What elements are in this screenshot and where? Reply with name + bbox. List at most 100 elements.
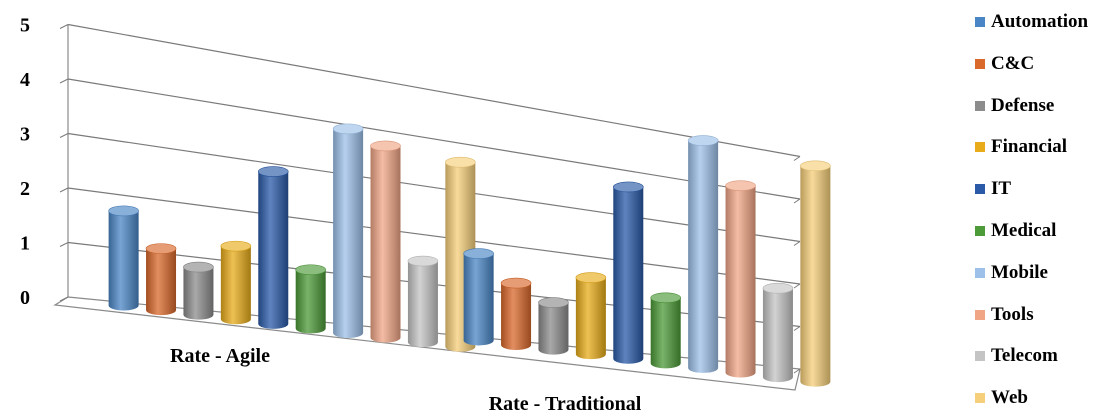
legend-label: Web — [991, 387, 1028, 409]
y-axis-ticks: 0 1 2 3 4 5 — [20, 15, 30, 310]
bar-medical-rate-traditional — [650, 292, 682, 369]
bar-defense-rate-traditional — [538, 297, 569, 355]
legend-label: Medical — [991, 220, 1057, 241]
legend-label: Defense — [991, 94, 1055, 116]
tick-mark-0 — [59, 296, 69, 302]
gridline-5 — [67, 23, 801, 158]
legend-label: Tools — [991, 303, 1034, 325]
bar-top — [612, 181, 644, 193]
legend-item-automation: Automation — [975, 10, 1088, 34]
tick-mark-right-2 — [793, 283, 801, 289]
bar-top — [725, 180, 756, 191]
bar-body — [108, 210, 139, 311]
legend-item-it: IT — [975, 177, 1011, 201]
bar-body — [146, 248, 177, 316]
bar-mobile-rate-traditional — [687, 135, 719, 373]
category-label-rate-agile: Rate - Agile — [170, 345, 270, 367]
gridlines — [59, 23, 801, 374]
bar-body — [688, 140, 719, 373]
bar-top — [538, 297, 569, 308]
bar-financial-rate-agile — [220, 240, 252, 325]
legend-swatch — [975, 184, 985, 195]
bar-top — [800, 160, 831, 172]
bar-body — [333, 128, 364, 338]
legend-label: Automation — [991, 11, 1089, 32]
bar-tools-rate-traditional — [725, 180, 756, 378]
bar-top — [183, 261, 214, 273]
bar-tools-rate-agile — [370, 140, 401, 343]
bar-top — [762, 282, 794, 294]
bar-financial-rate-traditional — [575, 272, 607, 360]
y-tick-label: 4 — [20, 69, 30, 91]
bar-body — [501, 283, 532, 351]
tick-mark-right-0 — [793, 368, 801, 374]
legend-swatch — [975, 17, 985, 27]
bar-body — [183, 267, 214, 320]
tick-mark-5 — [59, 24, 69, 29]
bar-body — [220, 246, 251, 325]
tick-mark-4 — [59, 78, 69, 84]
legend-label: Telecom — [991, 345, 1058, 367]
bar-body — [538, 302, 569, 355]
bar-body — [258, 171, 289, 329]
tick-mark-3 — [59, 133, 69, 138]
bar-telecom-rate-agile — [407, 255, 439, 348]
bar-body — [295, 269, 326, 334]
bar-top — [145, 243, 177, 254]
legend-label: Mobile — [991, 261, 1048, 283]
bar-top — [687, 135, 719, 146]
legend-item-telecom: Telecom — [975, 344, 1058, 368]
bar-automation-rate-traditional — [463, 248, 494, 346]
bar-c-c-rate-traditional — [500, 277, 532, 351]
legend-swatch — [975, 267, 985, 278]
bar-body — [407, 261, 438, 348]
bar-c-c-rate-agile — [145, 243, 177, 316]
legend-label: Financial — [991, 136, 1068, 158]
bar-telecom-rate-traditional — [762, 282, 794, 383]
legend-swatch — [975, 351, 985, 362]
bar-medical-rate-agile — [295, 264, 326, 334]
legend-item-mobile: Mobile — [975, 261, 1048, 285]
bar-top — [575, 272, 607, 283]
bar-body — [463, 253, 494, 346]
bar-body — [613, 186, 644, 364]
bar-mobile-rate-agile — [332, 123, 364, 338]
legend-label: C&C — [991, 52, 1035, 74]
legend-swatch — [975, 100, 985, 111]
bars — [108, 123, 831, 387]
bar-top — [500, 277, 532, 289]
bar-body — [725, 185, 756, 378]
bar-top — [463, 248, 494, 259]
legend-item-financial: Financial — [975, 135, 1067, 159]
bar-top — [407, 255, 439, 267]
legend-swatch — [975, 142, 985, 153]
bar-top — [108, 205, 139, 217]
bar-body — [575, 277, 606, 360]
bar-it-rate-traditional — [612, 181, 644, 364]
bar-body — [650, 297, 681, 369]
bar-top — [445, 156, 476, 168]
bar-top — [220, 240, 252, 252]
bar-top — [332, 123, 364, 135]
gridline-3 — [67, 132, 801, 243]
tick-mark-right-4 — [793, 198, 801, 204]
bar-top — [257, 166, 289, 177]
legend-swatch — [975, 58, 985, 69]
legend-swatch — [975, 309, 985, 320]
tick-mark-1 — [59, 242, 69, 247]
bar-top — [650, 292, 682, 304]
y-tick-label: 2 — [20, 178, 30, 200]
tick-mark-right-3 — [793, 241, 801, 246]
legend-item-medical: Medical — [975, 219, 1056, 243]
y-tick-label: 0 — [20, 287, 30, 309]
bar-web-rate-traditional — [800, 160, 831, 387]
bar-body — [762, 288, 793, 383]
legend-swatch — [975, 393, 985, 404]
gridline-4 — [67, 78, 801, 200]
tick-mark-right-1 — [793, 326, 801, 331]
bar-defense-rate-agile — [183, 261, 214, 320]
y-tick-label: 5 — [20, 15, 30, 37]
legend-label: IT — [991, 178, 1012, 200]
legend-item-web: Web — [975, 386, 1028, 410]
